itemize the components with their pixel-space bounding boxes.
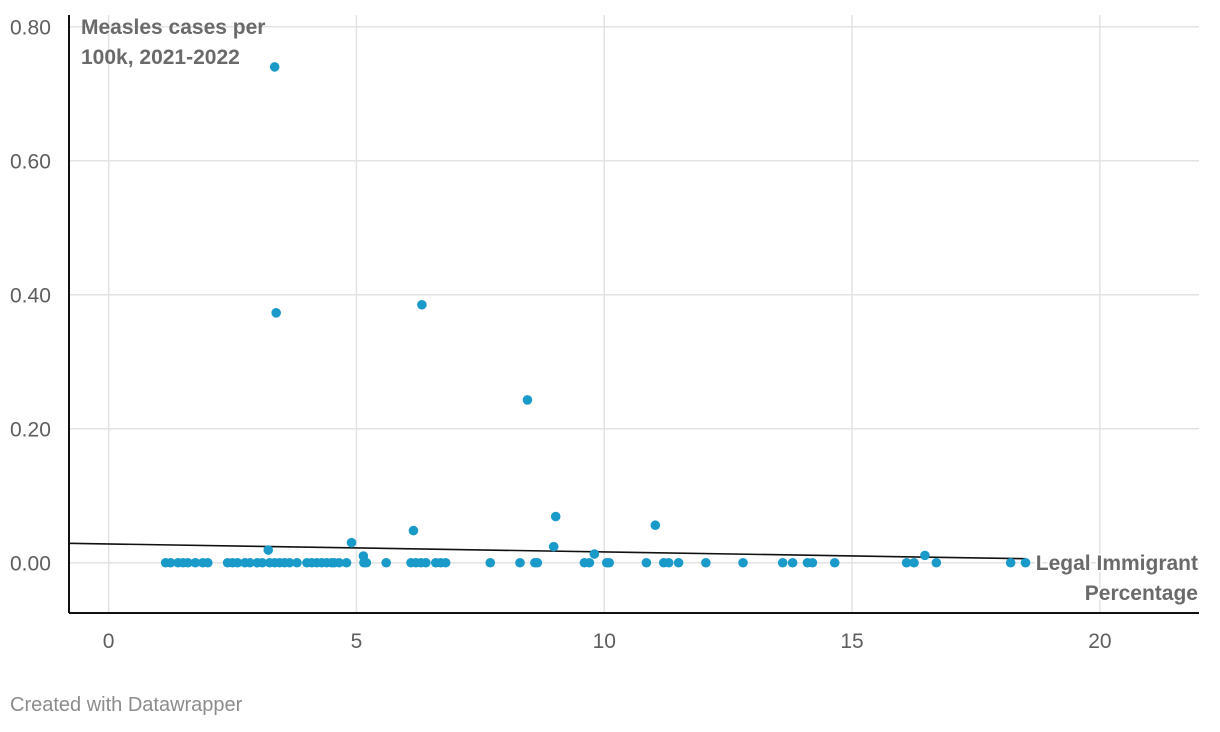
data-point [701, 557, 711, 568]
x-tick-label: 0 [103, 630, 115, 653]
data-point [920, 550, 930, 561]
x-tick-label: 20 [1088, 630, 1111, 653]
data-point [548, 541, 559, 552]
data-point [417, 299, 427, 310]
data-point [807, 557, 818, 568]
data-point [931, 557, 942, 568]
x-tick-label: 15 [840, 630, 863, 653]
data-point [584, 557, 595, 568]
data-point [485, 557, 496, 568]
x-axis-title-line: Percentage [1085, 582, 1198, 605]
y-axis-title-line: Measles cases per [81, 16, 265, 39]
x-axis-title: Legal Immigrant Percentage [1036, 552, 1198, 605]
data-point [663, 557, 674, 568]
gridlines [69, 15, 1199, 613]
data-point [361, 557, 372, 568]
data-point [257, 557, 268, 568]
scatter-chart: 0 5 10 15 20 0.00 0.20 0.40 0.60 0.80 Measles case… [10, 15, 1200, 653]
axis-labels: 0 5 10 15 20 0.00 0.20 0.40 0.60 0.80 Measles case… [10, 16, 1200, 653]
data-point [787, 557, 798, 568]
x-tick-label: 5 [351, 630, 363, 653]
data-point [408, 525, 419, 536]
data-point [381, 557, 391, 568]
y-tick-label: 0.40 [10, 285, 51, 308]
data-point [346, 537, 357, 548]
data-point [604, 557, 615, 568]
x-tick-label: 10 [593, 630, 616, 653]
data-points [160, 62, 1031, 568]
data-point [232, 557, 243, 568]
data-point [550, 511, 561, 522]
data-point [263, 545, 274, 555]
data-point [269, 62, 280, 72]
data-point [440, 557, 451, 568]
y-tick-label: 0.00 [10, 553, 51, 576]
y-tick-label: 0.80 [10, 17, 51, 40]
data-point [901, 557, 912, 568]
data-point [284, 557, 295, 568]
data-point [334, 557, 344, 568]
data-point [292, 557, 302, 568]
trendline-layer [68, 542, 1026, 560]
data-point [738, 557, 748, 568]
y-tick-label: 0.60 [10, 151, 51, 174]
data-point [165, 557, 176, 568]
data-point [673, 557, 684, 568]
x-axis-title-line: Legal Immigrant [1036, 552, 1198, 575]
data-point [829, 557, 840, 568]
y-axis-title: Measles cases per 100k, 2021-2022 [81, 16, 265, 69]
data-point [515, 557, 525, 568]
trendline [68, 542, 1026, 560]
y-axis-title-line: 100k, 2021-2022 [81, 46, 240, 69]
data-point [190, 557, 201, 568]
data-point [183, 557, 193, 568]
data-point [1005, 557, 1016, 568]
data-point [341, 557, 352, 568]
data-point [245, 557, 255, 568]
data-point [522, 395, 533, 405]
y-tick-label: 0.20 [10, 419, 51, 442]
data-point [271, 308, 281, 318]
data-point [1020, 557, 1031, 568]
data-point [777, 557, 788, 568]
data-point [909, 557, 919, 568]
data-point [641, 557, 652, 568]
data-point [650, 520, 661, 531]
data-point [589, 549, 600, 559]
data-point [421, 557, 431, 568]
axes [68, 15, 1199, 614]
credit-text: Created with Datawrapper [10, 694, 243, 716]
data-point [202, 557, 213, 568]
data-point [532, 557, 543, 568]
